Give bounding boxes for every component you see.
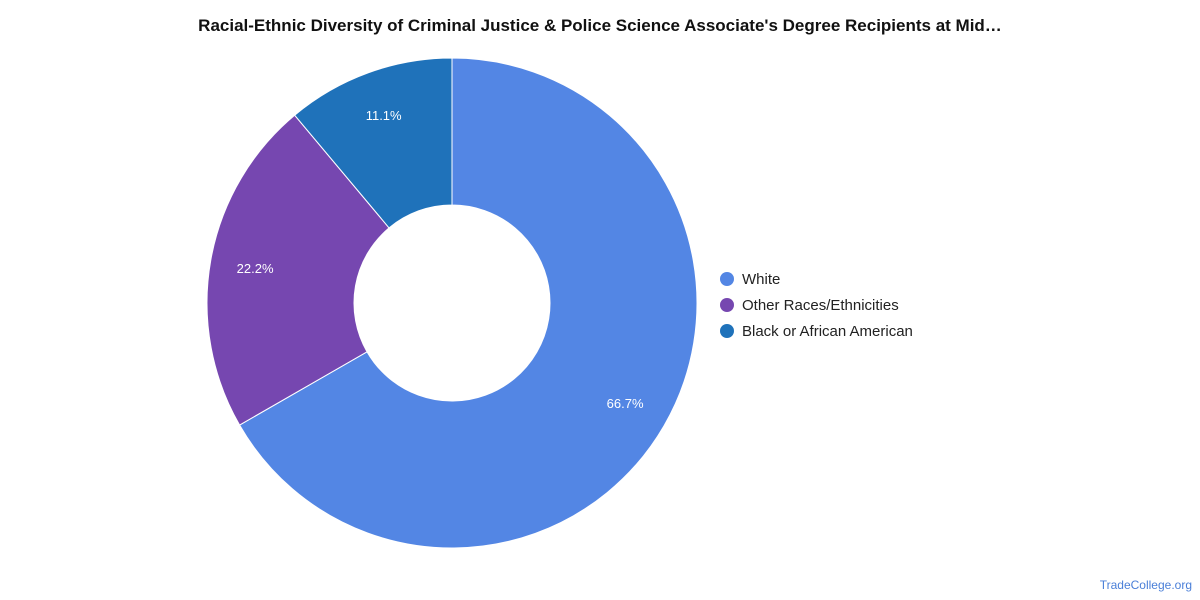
legend: White Other Races/Ethnicities Black or Afr… [720,266,913,344]
chart-title: Racial-Ethnic Diversity of Criminal Just… [198,16,1002,35]
slice-label: 22.2% [237,261,274,276]
legend-item[interactable]: Black or African American [720,318,913,344]
legend-label: White [742,270,781,288]
slice-other-races-ethnicities[interactable] [206,114,390,426]
legend-label: Other Races/Ethnicities [742,296,899,314]
legend-swatch [720,272,734,286]
slice-label: 66.7% [607,396,644,411]
watermark[interactable]: TradeCollege.org [1099,578,1192,592]
legend-swatch [720,298,734,312]
slice-black-or-african-american[interactable] [293,57,453,229]
slice-label: 11.1% [366,108,402,123]
legend-label: Black or African American [742,322,913,340]
slice-white[interactable] [238,57,698,549]
legend-item[interactable]: Other Races/Ethnicities [720,292,913,318]
legend-item[interactable]: White [720,266,913,292]
legend-swatch [720,324,734,338]
